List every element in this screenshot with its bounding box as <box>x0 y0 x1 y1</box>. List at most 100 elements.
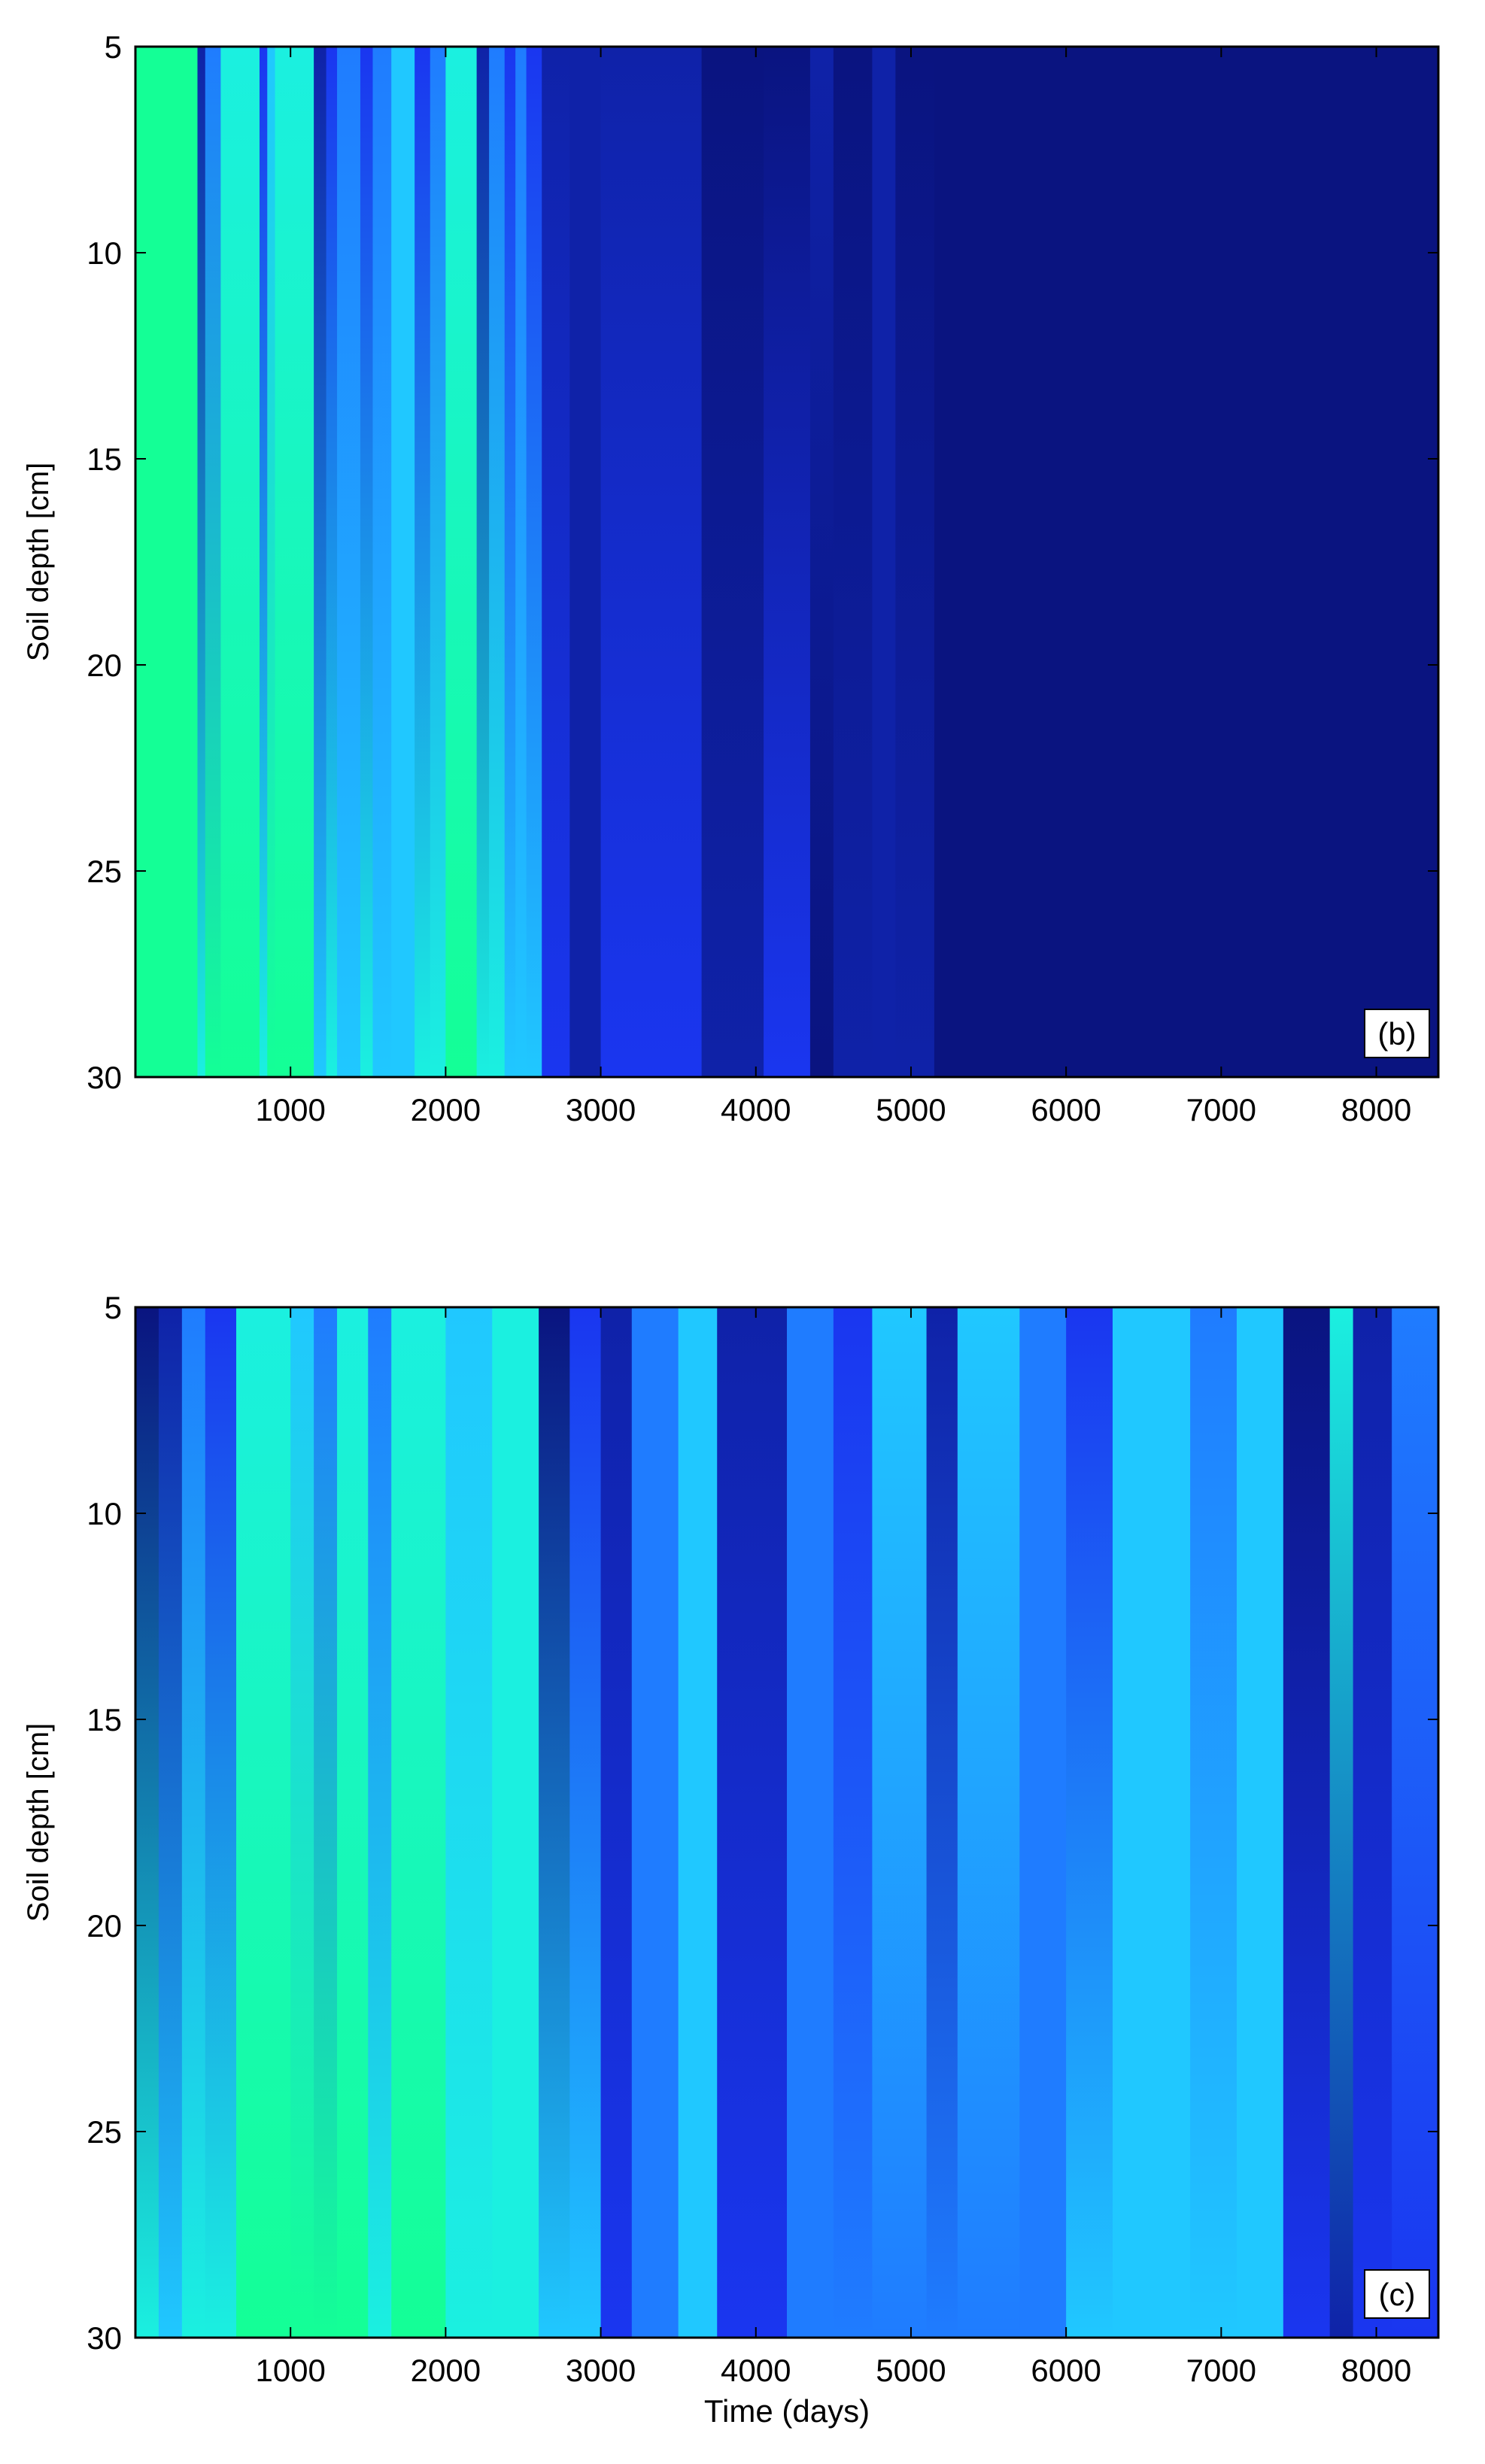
heatmap-band <box>1392 1307 1439 2338</box>
heatmap-band <box>934 47 1439 1077</box>
x-tick-label: 7000 <box>1186 2353 1256 2388</box>
heatmap-band <box>542 47 570 1077</box>
heatmap-band <box>360 47 374 1077</box>
x-tick-labels-b: 1000 2000 3000 4000 5000 6000 7000 8000 <box>255 1092 1411 1127</box>
panel-label-c: (c) <box>1379 2277 1416 2312</box>
chart-panel-c: 5 10 15 20 25 30 1000 2000 3000 4000 5000 6000 7000… <box>22 1290 1440 2429</box>
x-tick-label: 4000 <box>721 2353 791 2388</box>
heatmap-band <box>476 47 490 1077</box>
heatmap-band <box>600 1307 633 2338</box>
x-tick-label: 6000 <box>1031 1092 1101 1127</box>
heatmap-area-b <box>135 47 1439 1077</box>
heatmap-band <box>197 47 206 1077</box>
y-tick-labels-b: 5 10 15 20 25 30 <box>87 29 122 1095</box>
heatmap-band <box>1019 1307 1067 2338</box>
y-tick-labels-c: 5 10 15 20 25 30 <box>87 1290 122 2356</box>
heatmap-band <box>569 47 602 1077</box>
heatmap-band <box>1353 1307 1392 2338</box>
heatmap-band <box>391 1307 446 2338</box>
heatmap-band <box>678 1307 718 2338</box>
heatmap-band <box>368 1307 392 2338</box>
heatmap-band <box>445 1307 493 2338</box>
heatmap-band <box>372 47 392 1077</box>
heatmap-band <box>600 47 664 1077</box>
y-tick-label: 25 <box>87 854 122 889</box>
heatmap-band <box>1236 1307 1284 2338</box>
y-axis-label-c: Soil depth [cm] <box>22 1723 55 1922</box>
heatmap-band <box>337 1307 369 2338</box>
heatmap-band <box>220 47 260 1077</box>
y-axis-label-b: Soil depth [cm] <box>22 463 55 662</box>
heatmap-band <box>314 1307 338 2338</box>
heatmap-band <box>415 47 431 1077</box>
y-tick-label: 10 <box>87 235 122 271</box>
heatmap-band <box>314 47 327 1077</box>
heatmap-band <box>833 1307 873 2338</box>
x-tick-label: 3000 <box>566 2353 636 2388</box>
heatmap-band <box>267 47 276 1077</box>
chart-panel-b: 5 10 15 20 25 30 1000 2000 3000 4000 5000 6000 7000… <box>22 29 1440 1127</box>
axis-ticks-c <box>135 1306 1438 2338</box>
heatmap-band <box>489 47 506 1077</box>
heatmap-band <box>504 47 516 1077</box>
heatmap-band <box>492 1307 539 2338</box>
heatmap-band <box>430 47 446 1077</box>
panel-label-b: (b) <box>1377 1016 1416 1051</box>
heatmap-band <box>1190 1307 1238 2338</box>
heatmap-band <box>569 1307 602 2338</box>
x-tick-label: 7000 <box>1186 1092 1256 1127</box>
axis-ticks-b <box>135 46 1438 1078</box>
heatmap-band <box>787 1307 834 2338</box>
y-tick-label: 20 <box>87 648 122 683</box>
heatmap-band <box>631 1307 679 2338</box>
heatmap-band <box>872 47 896 1077</box>
plot-frame-c <box>134 1306 1440 2339</box>
heatmap-band <box>833 47 873 1077</box>
heatmap-band <box>205 47 222 1077</box>
y-tick-label: 25 <box>87 2114 122 2150</box>
x-tick-label: 5000 <box>876 2353 946 2388</box>
heatmap-band <box>205 1307 237 2338</box>
x-tick-labels-c: 1000 2000 3000 4000 5000 6000 7000 8000 <box>255 2353 1411 2388</box>
heatmap-band <box>526 47 542 1077</box>
heatmap-band <box>445 47 478 1077</box>
heatmap-band <box>701 47 764 1077</box>
x-tick-label: 8000 <box>1341 2353 1411 2388</box>
heatmap-band <box>135 1307 159 2338</box>
heatmap-band <box>957 1307 1020 2338</box>
heatmap-band <box>290 1307 314 2338</box>
x-tick-label: 3000 <box>566 1092 636 1127</box>
heatmap-band <box>895 47 935 1077</box>
panel-label-box-c <box>1364 2269 1430 2319</box>
heatmap-band <box>1283 1307 1331 2338</box>
heatmap-band <box>326 47 338 1077</box>
heatmap-band <box>236 1307 291 2338</box>
x-tick-label: 8000 <box>1341 1092 1411 1127</box>
plot-frame-b <box>134 45 1440 1079</box>
heatmap-band <box>259 47 268 1077</box>
y-tick-label: 15 <box>87 442 122 477</box>
y-tick-label: 5 <box>105 1290 122 1325</box>
y-tick-label: 10 <box>87 1496 122 1531</box>
heatmap-band <box>872 1307 928 2338</box>
heatmap-band <box>1113 1307 1191 2338</box>
x-tick-label: 2000 <box>411 1092 481 1127</box>
y-tick-label: 30 <box>87 1060 122 1095</box>
heatmap-band <box>663 47 703 1077</box>
heatmap-band <box>539 1307 570 2338</box>
x-tick-label: 4000 <box>721 1092 791 1127</box>
x-tick-label: 1000 <box>255 1092 325 1127</box>
heatmap-band <box>275 47 314 1077</box>
x-tick-label: 6000 <box>1031 2353 1101 2388</box>
heatmap-band <box>158 1307 183 2338</box>
heatmap-band <box>515 47 527 1077</box>
heatmap-band <box>181 1307 206 2338</box>
y-tick-label: 30 <box>87 2320 122 2356</box>
x-axis-label-c: Time (days) <box>704 2393 870 2429</box>
heatmap-band <box>717 1307 788 2338</box>
heatmap-band <box>926 1307 958 2338</box>
x-tick-label: 1000 <box>255 2353 325 2388</box>
heatmap-band <box>1066 1307 1113 2338</box>
heatmap-band <box>764 47 811 1077</box>
